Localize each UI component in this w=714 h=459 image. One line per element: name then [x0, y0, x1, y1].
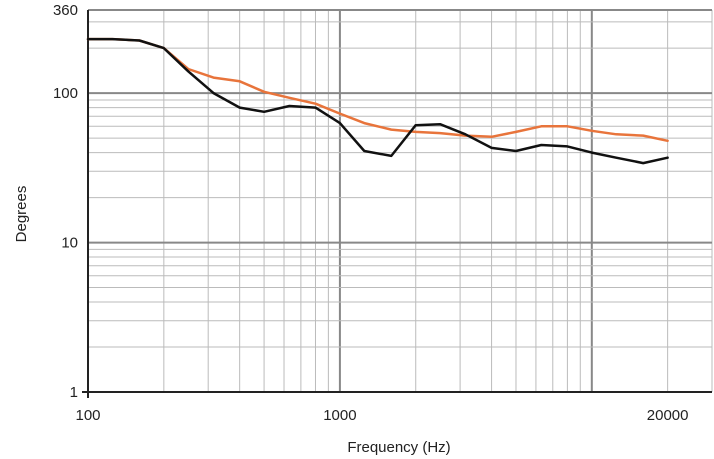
series-2-point	[363, 150, 365, 152]
series-2-point	[642, 162, 644, 164]
series-1-point	[339, 112, 341, 114]
series-2-point	[288, 105, 290, 107]
y-tick-label: 1	[70, 384, 78, 401]
series-1-point	[615, 133, 617, 135]
series-1-point	[515, 131, 517, 133]
series-line-1	[86, 37, 669, 143]
y-tick-label: 100	[53, 85, 78, 102]
series-1-point	[439, 132, 441, 134]
series-2-point	[490, 147, 492, 149]
series-2-point	[439, 123, 441, 125]
series-2-point	[263, 111, 265, 113]
x-axis-title: Frequency (Hz)	[347, 439, 450, 456]
series-1-point	[288, 97, 290, 99]
x-tick-label: 100	[75, 407, 100, 424]
y-tick-label: 360	[53, 2, 78, 19]
series-1-point	[540, 125, 542, 127]
series-2-point	[111, 38, 113, 40]
series-2-point	[515, 150, 517, 152]
series-1-point	[415, 131, 417, 133]
series-2-point	[464, 133, 466, 135]
series-1-point	[490, 136, 492, 138]
series-2-point	[212, 92, 214, 94]
series-1-point	[591, 130, 593, 132]
series-lines	[86, 37, 669, 165]
series-1-point	[239, 80, 241, 82]
series-2-point	[339, 122, 341, 124]
series-2-point	[540, 144, 542, 146]
series-2-point	[138, 39, 140, 41]
y-axis-title: Degrees	[13, 186, 30, 243]
series-2-point	[591, 151, 593, 153]
series-2-point	[163, 47, 165, 49]
series-2-point	[615, 157, 617, 159]
series-1-point	[642, 134, 644, 136]
series-1-point	[390, 128, 392, 130]
axes	[82, 10, 712, 398]
series-1-point	[263, 91, 265, 93]
series-2-point	[566, 145, 568, 147]
series-2-point	[239, 106, 241, 108]
series-2-point	[187, 70, 189, 72]
x-tick-label: 1000	[323, 407, 356, 424]
series-2-point	[666, 157, 668, 159]
series-2-point	[390, 155, 392, 157]
grid	[87, 9, 713, 393]
series-1-point	[212, 76, 214, 78]
series-2-point	[415, 124, 417, 126]
series-2-point	[314, 106, 316, 108]
series-1-point	[314, 103, 316, 105]
series-2-point	[87, 38, 89, 40]
series-line-2	[86, 37, 669, 165]
x-tick-label: 20000	[647, 407, 689, 424]
series-1-point	[566, 125, 568, 127]
y-tick-label: 10	[61, 235, 78, 252]
series-1-point	[363, 122, 365, 124]
tick-labels: 1 10 100 360 100 1000 20000	[53, 2, 689, 424]
series-1-point	[666, 140, 668, 142]
